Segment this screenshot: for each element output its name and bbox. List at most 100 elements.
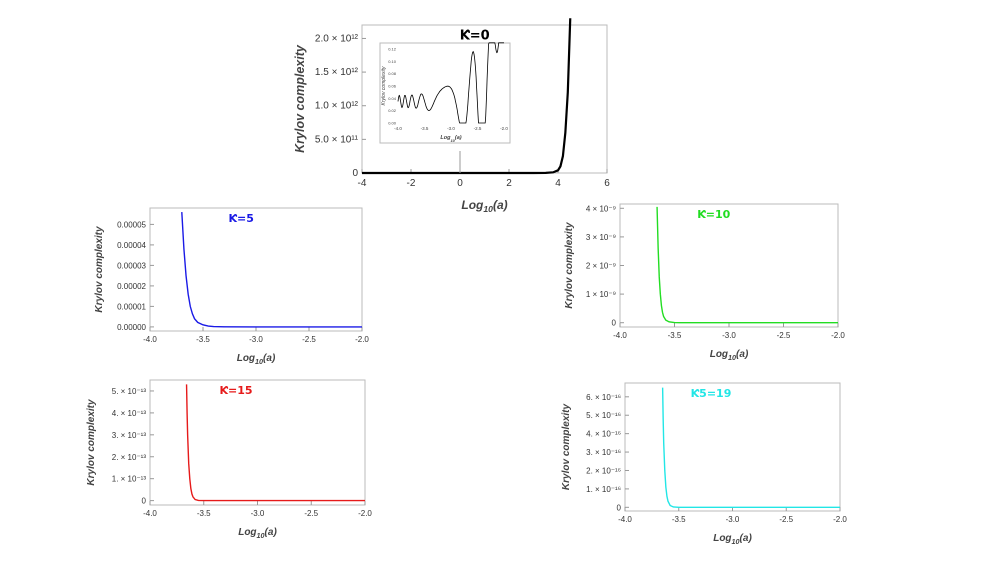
y-tick-label: 1.5 × 10¹² (315, 67, 359, 78)
x-tick-label: -3.5 (196, 335, 210, 344)
inset-y-tick-label: 0.12 (388, 47, 397, 52)
inset-x-tick-label: -2.5 (474, 126, 482, 131)
y-tick-label: 5. × 10⁻¹³ (112, 387, 147, 396)
y-tick-label: 1. × 10⁻¹³ (112, 475, 147, 484)
x-tick-label: 6 (604, 178, 610, 189)
chart-k0-panel: -4 -2 0 2 4 6 0 5.0 × 10¹¹ 1.0 × 10¹² 1.5 × 10¹² 2… (290, 18, 620, 215)
x-tick-label: -3.0 (251, 509, 265, 518)
y-tick-label: 0.00005 (117, 220, 146, 229)
x-tick-label: -2.0 (358, 509, 372, 518)
y-tick-label: 4 × 10⁻⁹ (586, 204, 616, 213)
y-axis-label: Krylov complexity (94, 226, 105, 313)
plot-frame (149, 379, 366, 506)
inset-x-tick-label: -3.0 (447, 126, 455, 131)
chart-k15-panel: -4.0 -3.5 -3.0 -2.5 -2.0 0 1. × 10⁻¹³ 2. × 10⁻¹… (85, 372, 375, 547)
plot-frame (624, 382, 841, 512)
x-tick-label: -3.5 (668, 331, 682, 340)
series-line-0 (661, 387, 840, 509)
chart-k10-panel: -4.0 -3.5 -3.0 -2.5 -2.0 0 1 × 10⁻⁹ 2 × 10⁻⁹ 3 ×… (564, 196, 850, 371)
y-tick-label: 3. × 10⁻¹³ (112, 431, 147, 440)
x-tick-label: -2.5 (777, 331, 791, 340)
y-tick-label: 0.00000 (117, 323, 146, 332)
x-tick-label: -3.5 (197, 509, 211, 518)
inset-y-tick-label: 0.00 (388, 121, 397, 126)
y-tick-label: 0 (617, 503, 622, 512)
plot-frame (619, 203, 839, 328)
inset-x-tick-label: -4.0 (394, 126, 402, 131)
inset-x-tick-label: -2.0 (500, 126, 508, 131)
x-tick-label: -4 (358, 178, 367, 189)
y-tick-label: 4. × 10⁻¹⁶ (586, 430, 621, 439)
inset-y-tick-label: 0.06 (388, 84, 397, 89)
x-axis-label: Log10(a) (461, 198, 507, 214)
inset-series-line (397, 42, 504, 124)
chart-k5: -4.0 -3.5 -3.0 -2.5 -2.0 0.00000 0.00001 0.0000… (94, 207, 369, 366)
inset-y-tick-label: 0.08 (388, 71, 397, 76)
y-tick-label: 2 × 10⁻⁹ (586, 262, 616, 271)
y-tick-label: 0.00004 (117, 241, 146, 250)
x-tick-label: 2 (506, 178, 512, 189)
inset-chart: -4.0 -3.5 -3.0 -2.5 -2.0 0.00 0.02 0.04 0.06 0.08… (379, 42, 511, 144)
inset-x-axis-label: Log10(a) (440, 135, 461, 143)
x-tick-label: -4.0 (618, 515, 632, 524)
chart-k19: -4.0 -3.5 -3.0 -2.5 -2.0 0 1. × 10⁻¹⁶ 2. × 10⁻¹… (561, 382, 847, 546)
y-axis-label: Krylov complexity (564, 222, 575, 309)
plot-frame (149, 207, 363, 332)
curve-annotation: Ƙ=15 (219, 384, 252, 397)
y-tick-label: 5.0 × 10¹¹ (315, 134, 359, 145)
x-tick-label: -2.0 (831, 331, 845, 340)
x-tick-label: -3.0 (722, 331, 736, 340)
y-tick-label: 0 (142, 497, 147, 506)
y-tick-label: 0 (352, 168, 358, 179)
y-tick-label: 2.0 × 10¹² (315, 33, 359, 44)
chart-k19-panel: -4.0 -3.5 -3.0 -2.5 -2.0 0 1. × 10⁻¹⁶ 2. × 10⁻¹… (560, 375, 850, 550)
curve-annotation: Ƙ=5 (228, 212, 253, 225)
inset-x-tick-label: -3.5 (421, 126, 429, 131)
x-tick-label: -4.0 (143, 335, 157, 344)
y-tick-label: 0.00002 (117, 282, 146, 291)
inset-frame (379, 42, 511, 144)
y-tick-label: 1. × 10⁻¹⁶ (586, 485, 621, 494)
curve-annotation: Ƙ=0 (460, 28, 490, 43)
y-tick-label: 1.0 × 10¹² (315, 101, 359, 112)
x-tick-label: -2.0 (355, 335, 369, 344)
chart-k15: -4.0 -3.5 -3.0 -2.5 -2.0 0 1. × 10⁻¹³ 2. × 10⁻¹… (86, 379, 372, 540)
y-axis-label: Krylov complexity (86, 399, 97, 486)
x-tick-label: -2 (407, 178, 416, 189)
y-tick-label: 3 × 10⁻⁹ (586, 233, 616, 242)
y-tick-label: 3. × 10⁻¹⁶ (586, 448, 621, 457)
x-tick-label: 0 (457, 178, 463, 189)
series-line-0 (656, 206, 838, 324)
y-tick-label: 1 × 10⁻⁹ (586, 290, 616, 299)
curve-annotation: Ƙ5=19 (691, 387, 732, 400)
x-tick-label: -2.5 (302, 335, 316, 344)
y-tick-label: 2. × 10⁻¹³ (112, 453, 147, 462)
y-tick-label: 0 (612, 319, 617, 328)
y-tick-label: 0.00001 (117, 302, 146, 311)
y-axis-label: Krylov complexity (293, 44, 307, 153)
y-tick-label: 6. × 10⁻¹⁶ (586, 393, 621, 402)
y-axis-label: Krylov complexity (561, 403, 572, 490)
y-tick-label: 4. × 10⁻¹³ (112, 409, 147, 418)
curve-annotation: Ƙ=10 (697, 208, 730, 221)
x-tick-label: -3.0 (726, 515, 740, 524)
y-tick-label: 0.00003 (117, 261, 146, 270)
series-line-0 (362, 18, 572, 175)
chart-k5-panel: -4.0 -3.5 -3.0 -2.5 -2.0 0.00000 0.00001 0.0000… (94, 200, 380, 375)
series-line-0 (185, 384, 365, 502)
inset-y-tick-label: 0.10 (388, 59, 397, 64)
inset-y-tick-label: 0.02 (388, 108, 397, 113)
chart-k10: -4.0 -3.5 -3.0 -2.5 -2.0 0 1 × 10⁻⁹ 2 × 10⁻⁹ 3 ×… (564, 203, 845, 362)
x-tick-label: 4 (555, 178, 561, 189)
x-tick-label: -2.5 (304, 509, 318, 518)
y-tick-label: 5. × 10⁻¹⁶ (586, 411, 621, 420)
x-tick-label: -3.5 (672, 515, 686, 524)
y-tick-label: 2. × 10⁻¹⁶ (586, 466, 621, 475)
x-axis-label: Log10(a) (713, 533, 752, 546)
x-tick-label: -2.5 (779, 515, 793, 524)
x-tick-label: -4.0 (613, 331, 627, 340)
x-axis-label: Log10(a) (238, 527, 277, 540)
inset-y-tick-label: 0.04 (388, 96, 397, 101)
inset-y-axis-label: Krylov complexity (381, 66, 387, 105)
x-tick-label: -3.0 (249, 335, 263, 344)
